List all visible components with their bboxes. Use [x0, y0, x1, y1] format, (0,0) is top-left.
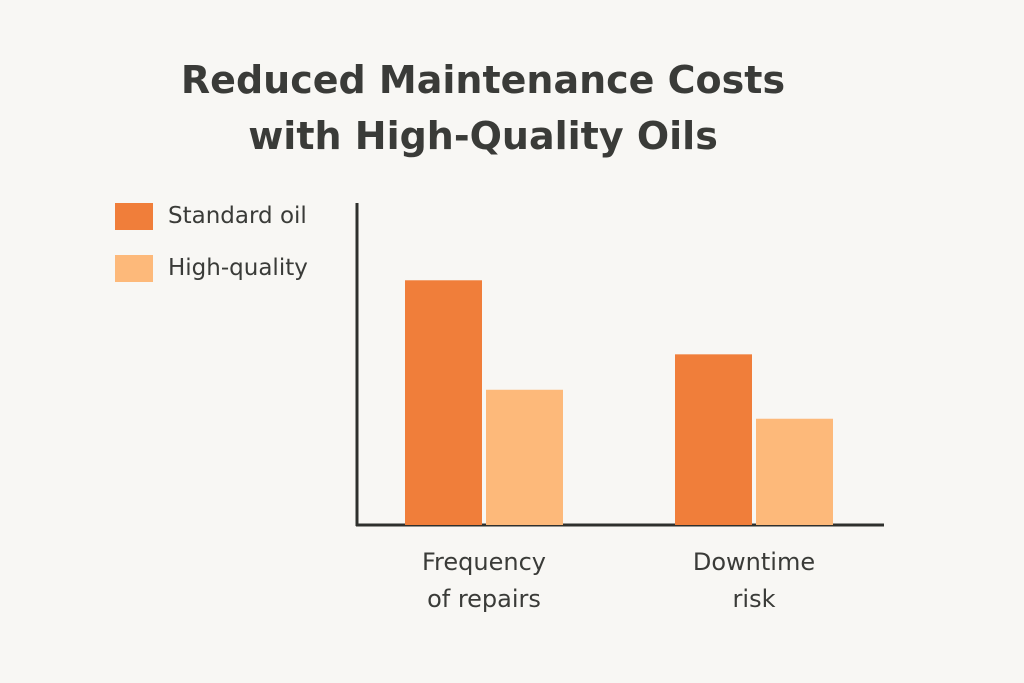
legend-swatch	[115, 203, 153, 230]
bar	[405, 280, 482, 525]
legend-label: Standard oil	[168, 203, 307, 229]
legend-swatch	[115, 255, 153, 282]
bar	[486, 389, 563, 525]
bar	[675, 354, 752, 525]
chart-title: Reduced Maintenance Costs with High-Qual…	[180, 58, 786, 158]
bar	[756, 418, 833, 525]
x-tick-label: Frequency of repairs	[422, 548, 546, 613]
legend-label: High-quality	[168, 255, 308, 281]
x-tick-label: Downtime risk	[692, 548, 816, 613]
